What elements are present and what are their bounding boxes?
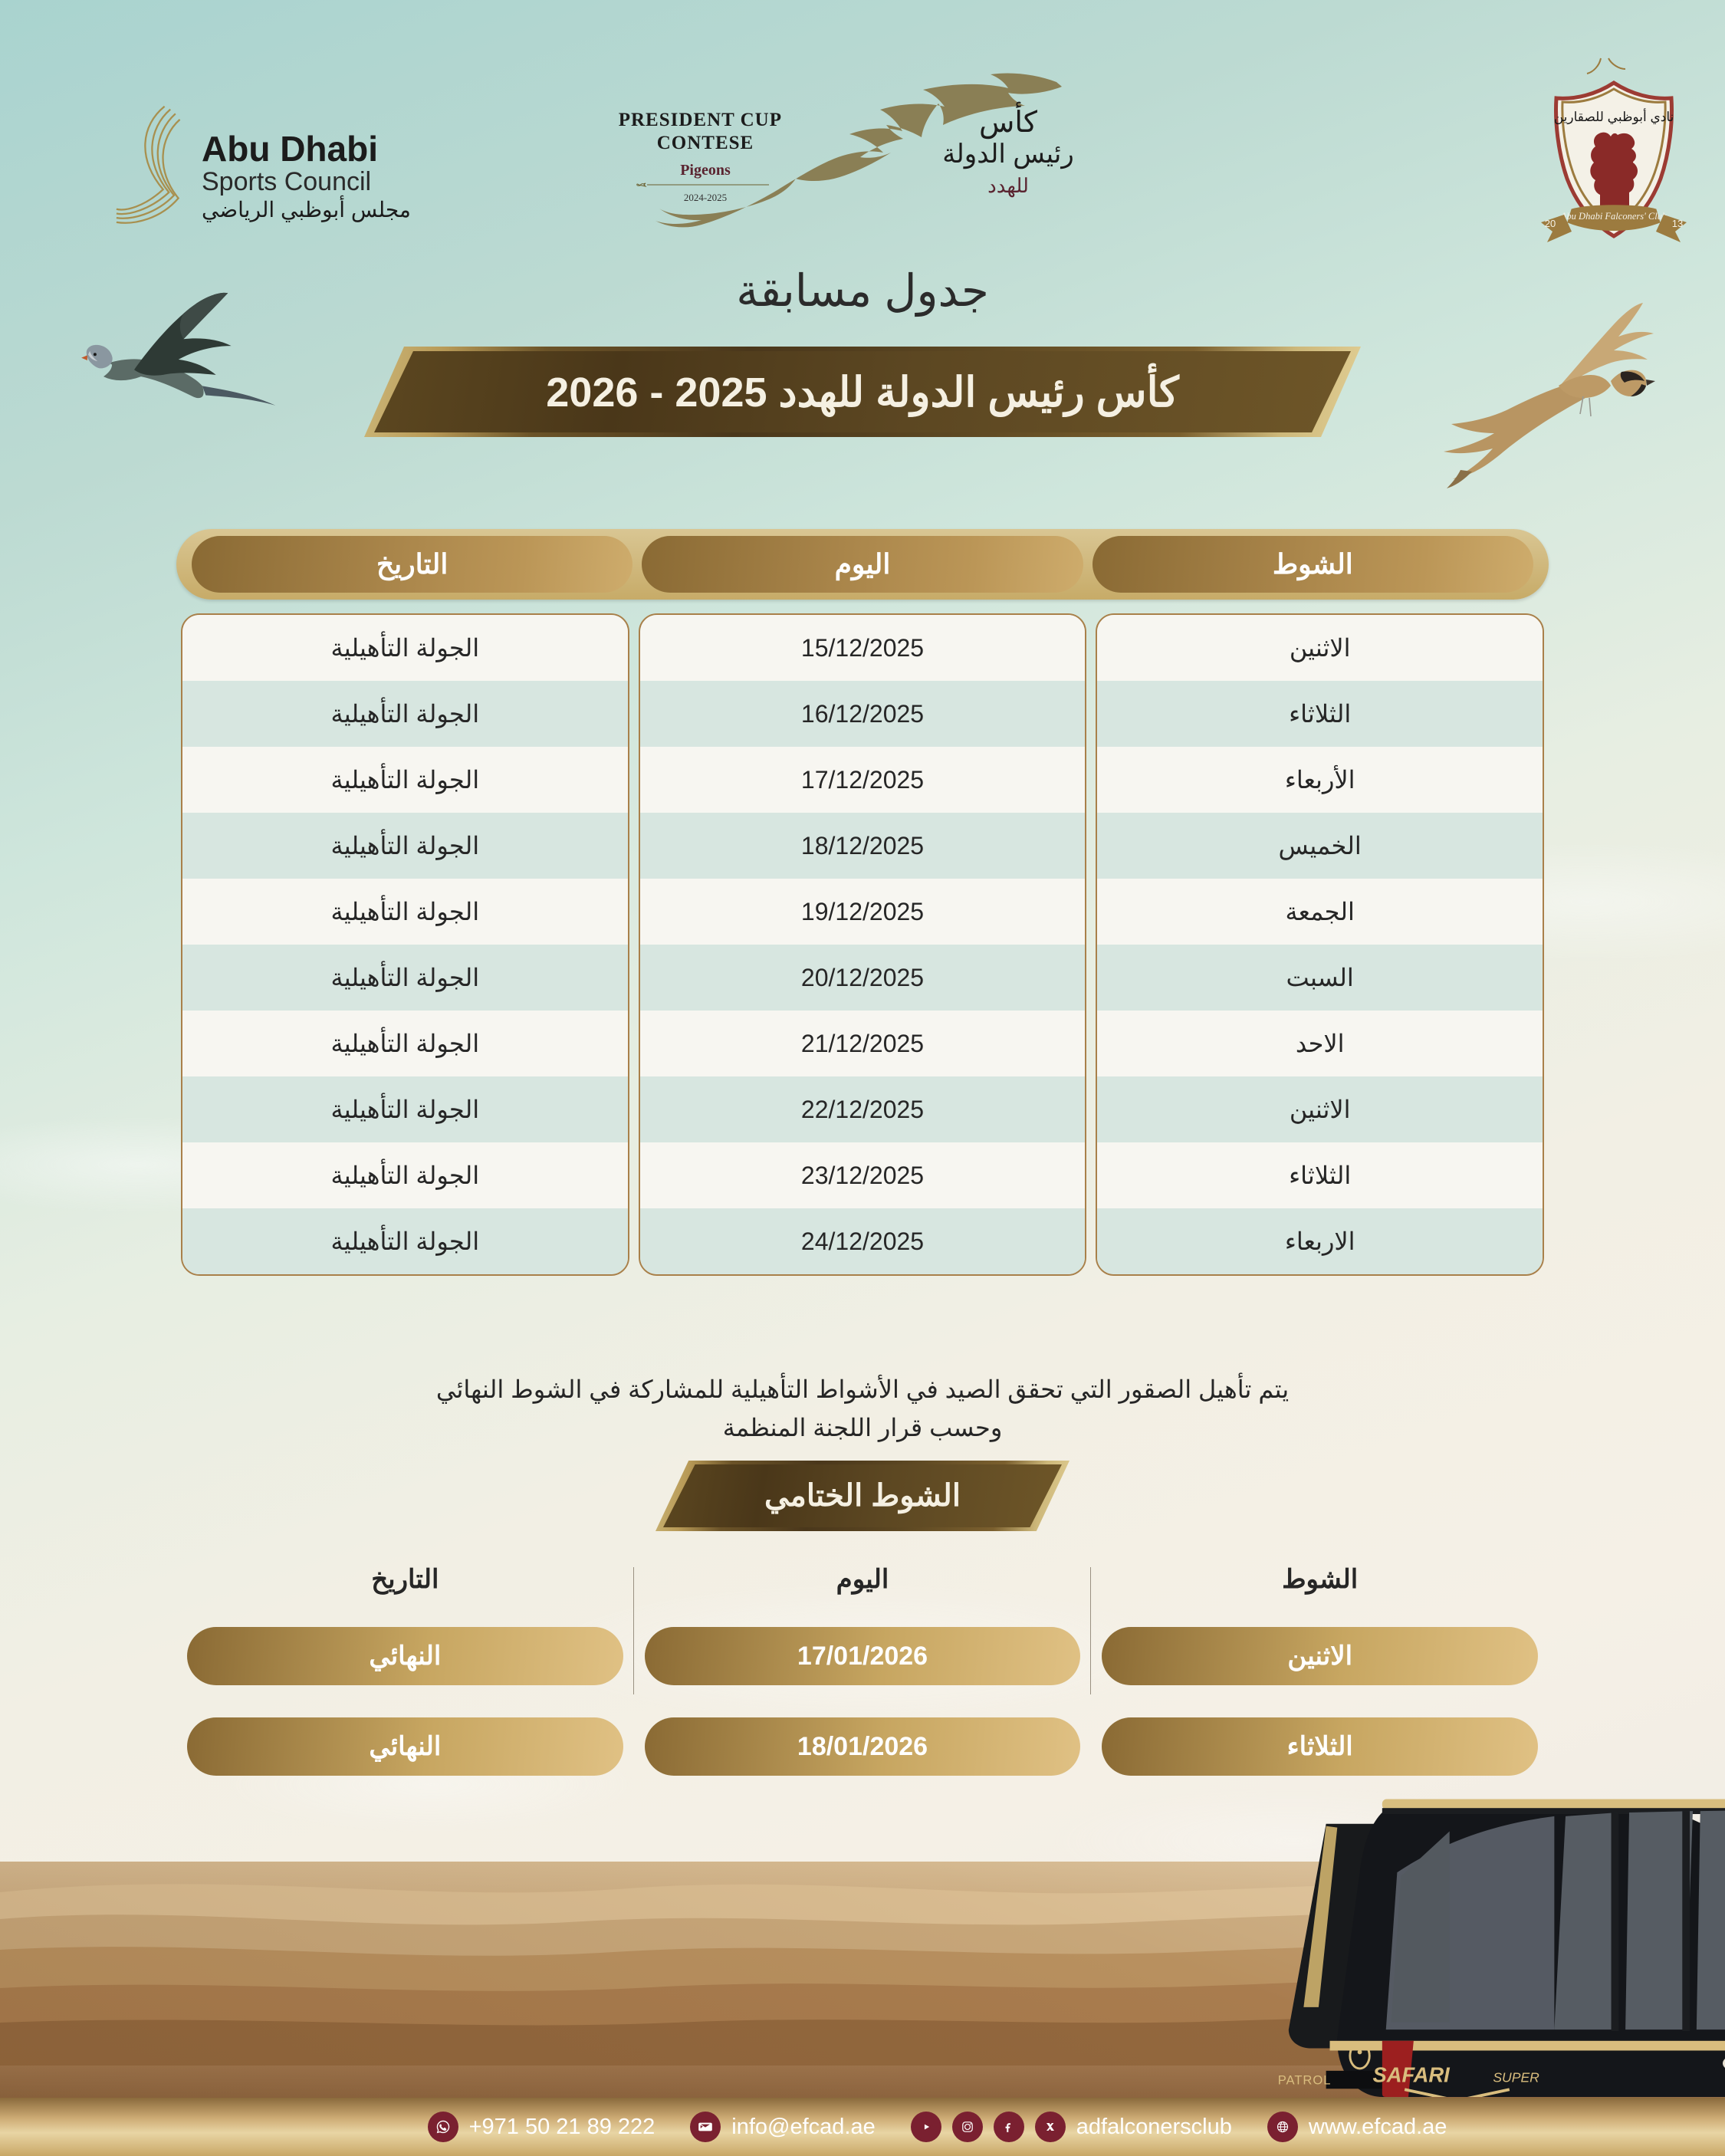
svg-text:13: 13 xyxy=(1672,218,1683,229)
svg-text:SAFARI: SAFARI xyxy=(1372,2062,1451,2086)
svg-text:20: 20 xyxy=(1545,218,1556,229)
svg-text:نادي أبوظبي للصقارين: نادي أبوظبي للصقارين xyxy=(1554,108,1674,125)
svg-text:Abu Dhabi Falconers' Club: Abu Dhabi Falconers' Club xyxy=(1560,211,1667,222)
svg-text:SUPER: SUPER xyxy=(1493,2069,1539,2085)
svg-text:PATROL: PATROL xyxy=(1278,2072,1332,2087)
